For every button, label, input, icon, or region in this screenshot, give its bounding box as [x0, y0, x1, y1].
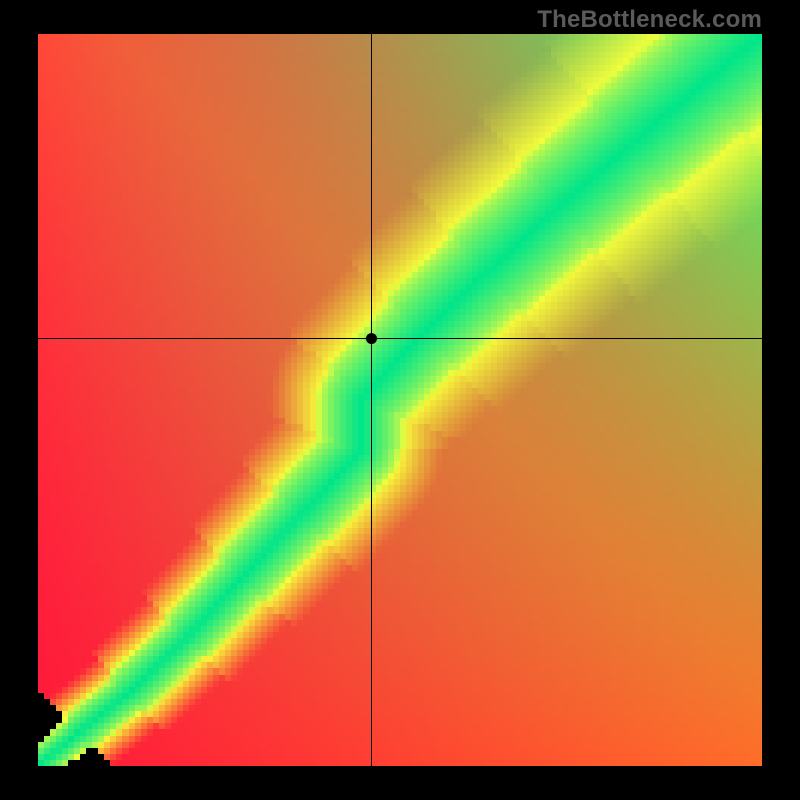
bottleneck-heatmap — [38, 34, 762, 766]
chart-container: TheBottleneck.com — [0, 0, 800, 800]
watermark-label: TheBottleneck.com — [537, 6, 762, 34]
